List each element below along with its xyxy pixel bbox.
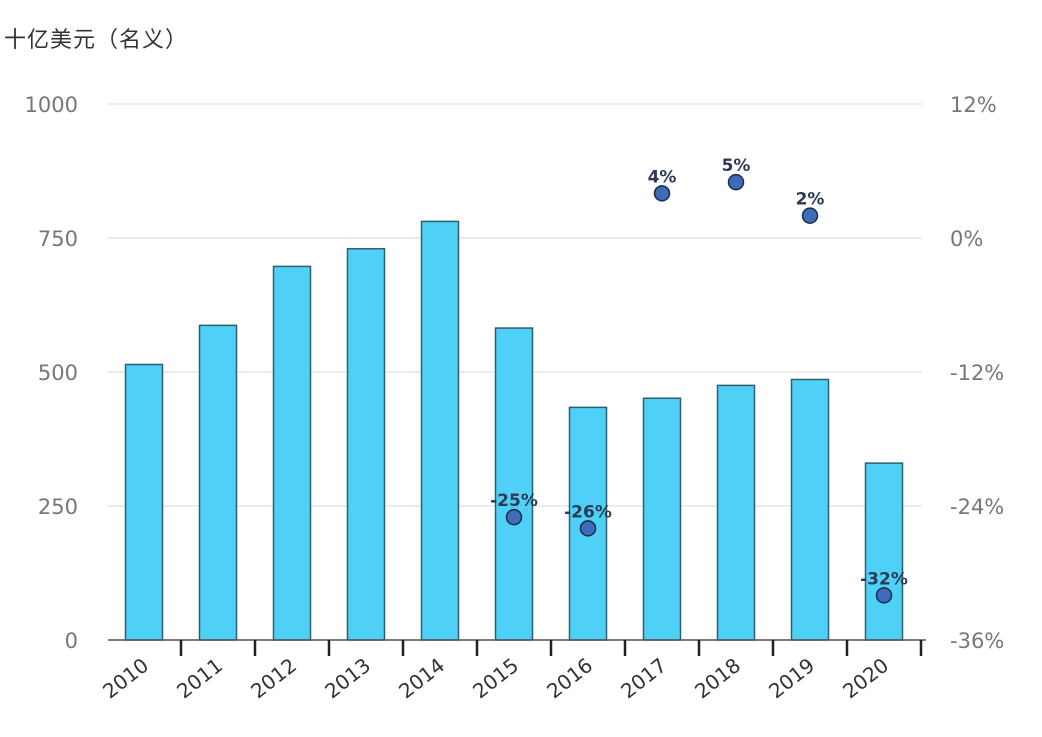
growth-point-label: 5% bbox=[722, 156, 751, 176]
x-tick-label: 2020 bbox=[838, 653, 893, 703]
y-left-tick-label: 750 bbox=[38, 227, 78, 251]
y-right-tick-label: -24% bbox=[950, 495, 1004, 519]
bar bbox=[346, 247, 386, 641]
y-right-tick-label: -36% bbox=[950, 629, 1004, 653]
growth-point bbox=[801, 207, 819, 224]
bar bbox=[864, 462, 904, 641]
x-tick-label: 2015 bbox=[468, 653, 523, 703]
bar bbox=[198, 324, 238, 641]
x-tick-label: 2017 bbox=[616, 653, 671, 703]
growth-point-label: -32% bbox=[860, 569, 908, 589]
x-tick-label: 2013 bbox=[320, 653, 375, 703]
y-left-tick-label: 250 bbox=[38, 495, 78, 519]
x-tick-label: 2016 bbox=[542, 653, 597, 703]
growth-point bbox=[579, 520, 597, 537]
x-tick-label: 2011 bbox=[172, 653, 227, 703]
growth-point bbox=[505, 508, 523, 526]
y-left-tick-label: 500 bbox=[38, 361, 78, 385]
x-tick-label: 2010 bbox=[98, 653, 153, 703]
growth-point bbox=[875, 587, 893, 604]
growth-point-label: 2% bbox=[796, 190, 825, 210]
growth-point bbox=[727, 173, 745, 191]
y-right-tick-label: 0% bbox=[950, 227, 983, 251]
bar bbox=[124, 363, 164, 641]
y-left-tick-label: 1000 bbox=[25, 93, 78, 117]
bar bbox=[420, 220, 460, 641]
bar bbox=[642, 397, 682, 641]
x-tick-label: 2012 bbox=[246, 653, 301, 703]
growth-point bbox=[653, 185, 671, 202]
y-right-tick-label: -12% bbox=[950, 361, 1004, 385]
x-tick-label: 2019 bbox=[764, 653, 819, 703]
bar bbox=[790, 378, 830, 641]
x-tick-label: 2014 bbox=[394, 653, 449, 703]
growth-point-label: -26% bbox=[564, 502, 612, 522]
growth-point-label: 4% bbox=[648, 167, 677, 187]
growth-point-label: -25% bbox=[490, 491, 538, 511]
y-axis-unit-label: 十亿美元（名义） bbox=[4, 28, 189, 53]
y-right-tick-label: 12% bbox=[950, 93, 997, 117]
x-tick-label: 2018 bbox=[690, 653, 745, 703]
bar bbox=[272, 265, 312, 641]
bar bbox=[494, 327, 534, 641]
y-left-tick-label: 0 bbox=[65, 629, 78, 653]
bar bbox=[716, 384, 756, 641]
